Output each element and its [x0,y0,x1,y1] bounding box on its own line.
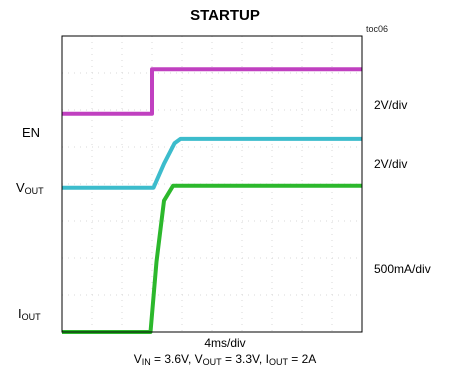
channel-label-iout: IOUT [18,306,41,322]
channel-label-vout: VOUT [16,180,44,196]
channel-label-en: EN [22,125,41,140]
trace-vout [62,136,362,190]
chart-title: STARTUP [190,7,260,24]
scale-label-en: 2V/div [374,98,408,112]
plot-frame [61,35,363,333]
scale-label-vout: 2V/div [374,157,408,171]
test-conditions: VIN = 3.6V, VOUT = 3.3V, IOUT = 2A [133,352,317,367]
scale-label-iout: 500mA/div [374,262,431,276]
figure-id: toc06 [365,24,388,34]
time-per-div-label: 4ms/div [204,336,246,350]
trace-en [62,67,362,116]
